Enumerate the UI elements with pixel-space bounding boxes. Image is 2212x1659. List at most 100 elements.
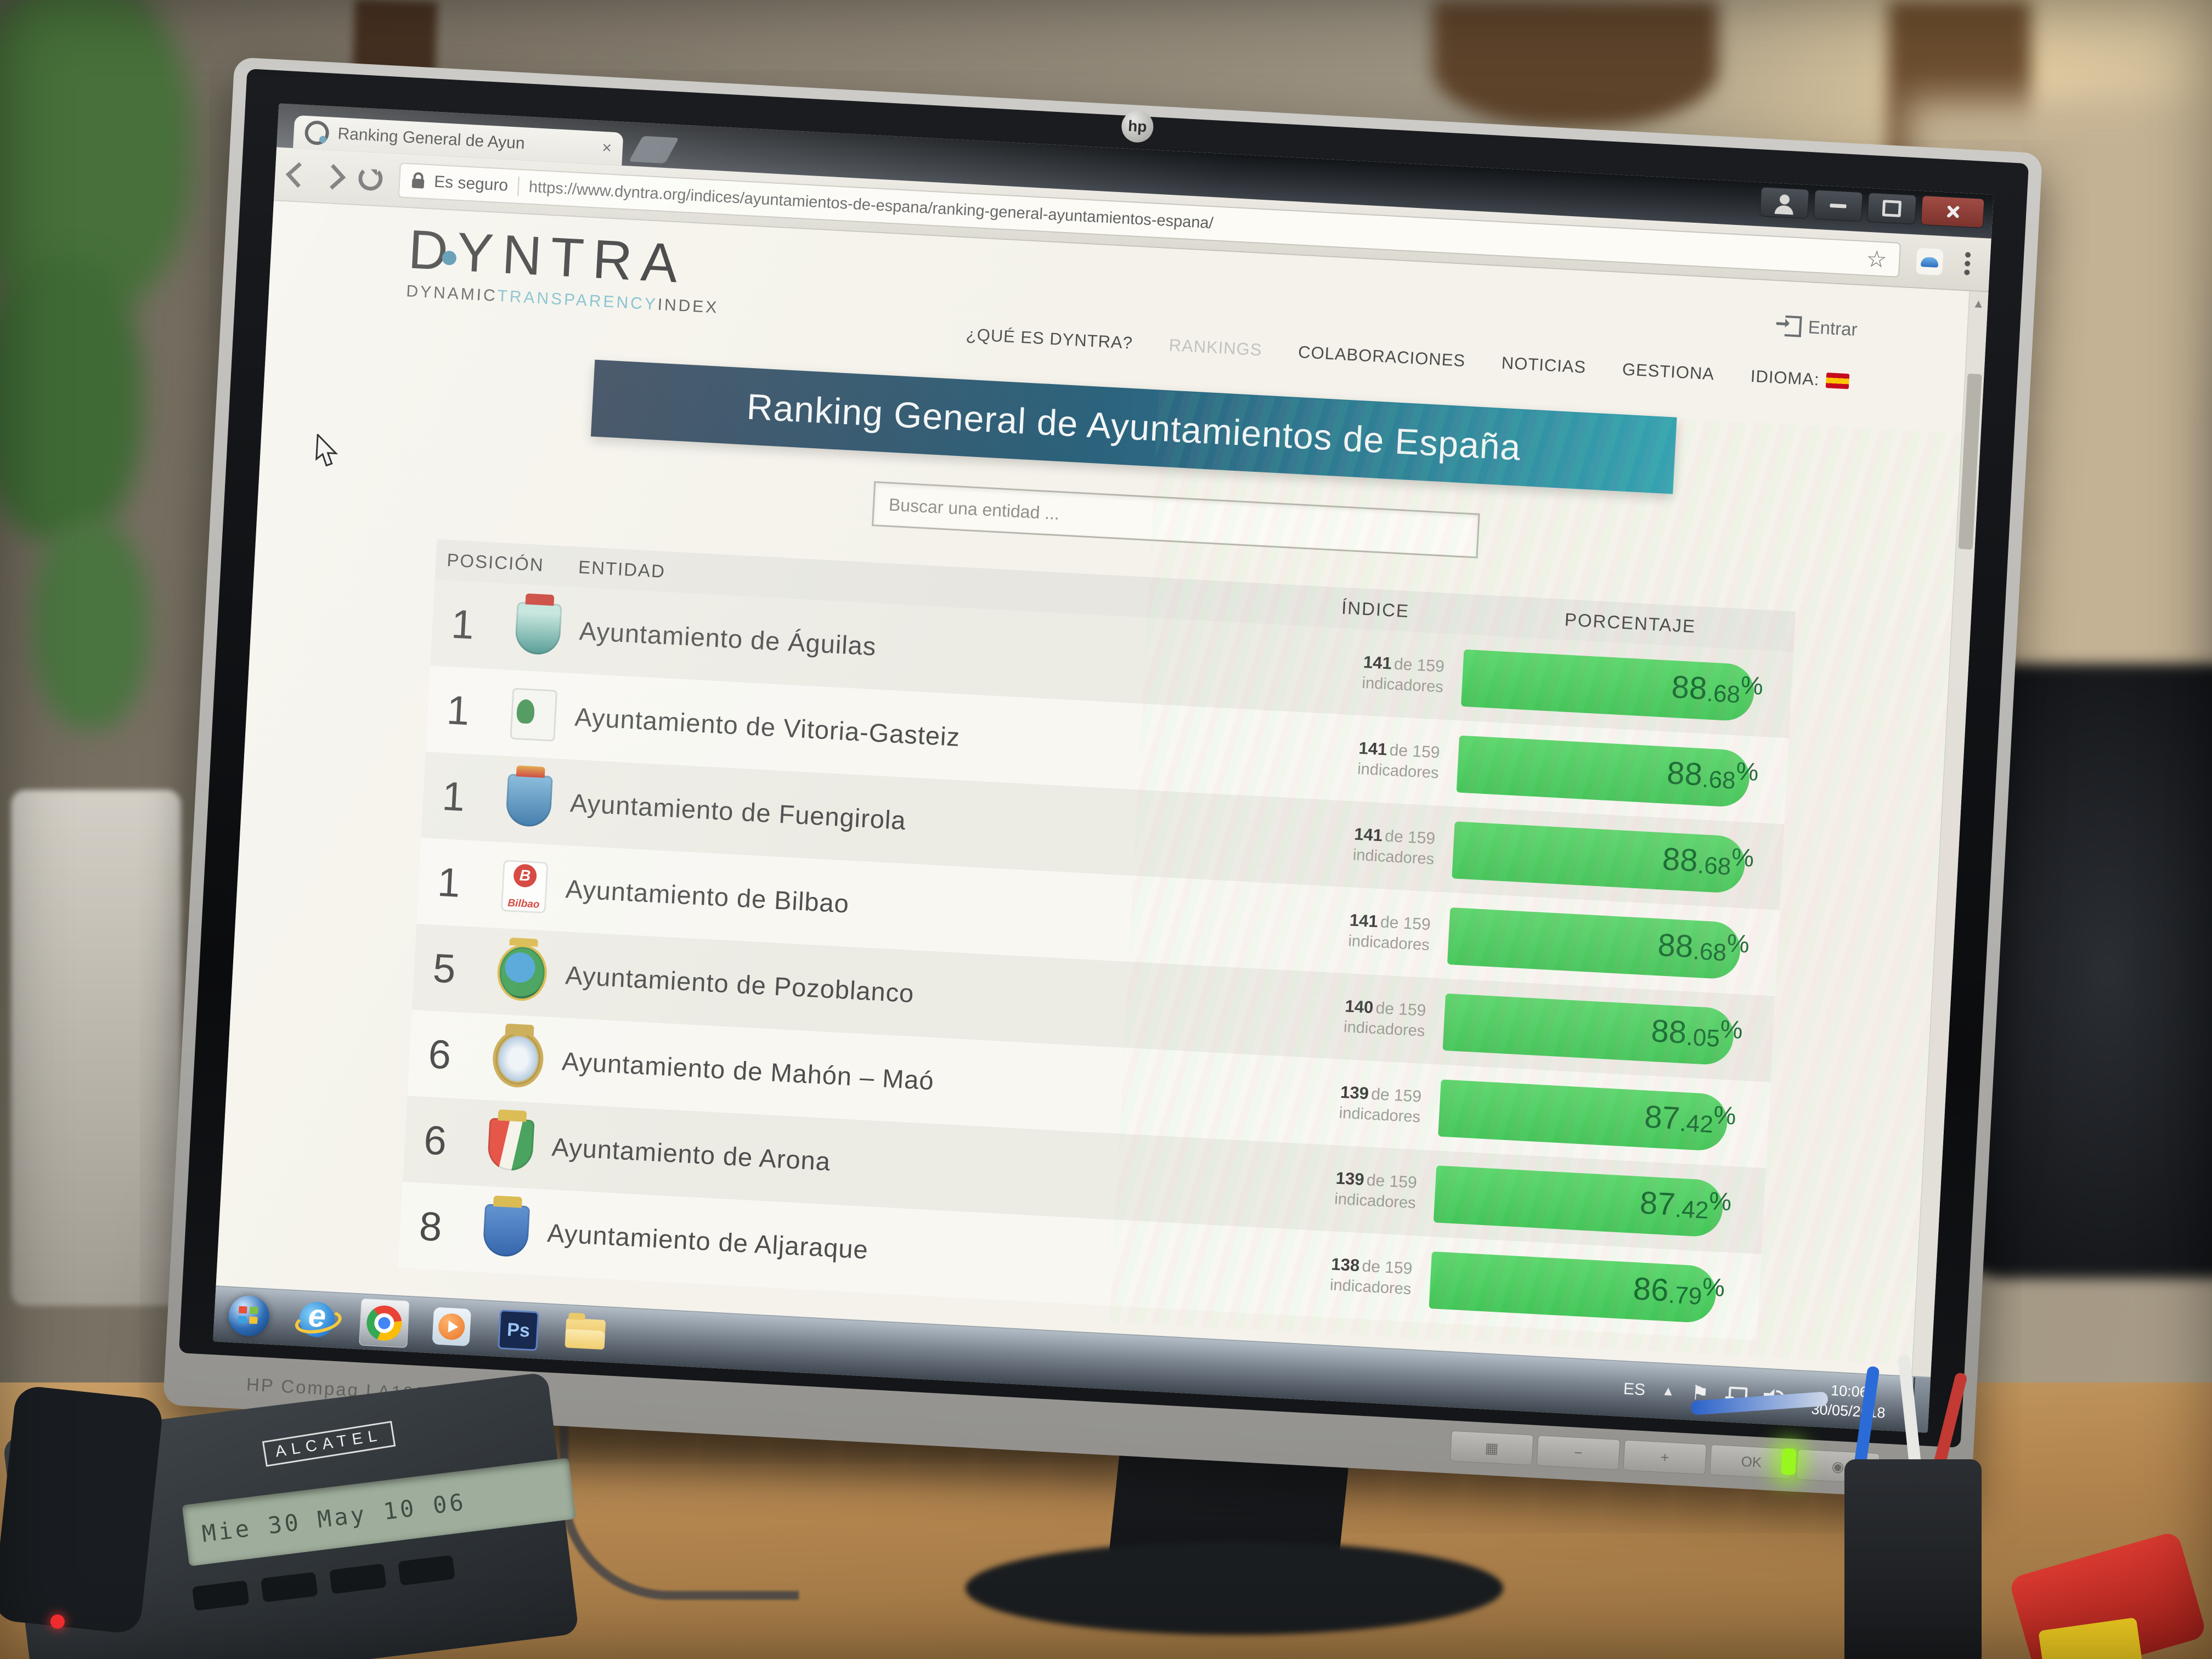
window-controls — [1759, 187, 1985, 228]
minimize-button[interactable] — [1813, 189, 1863, 222]
nav-que-es-dyntra[interactable]: ¿QUÉ ES DYNTRA? — [965, 324, 1133, 353]
percentage-bar: 87.42% — [1438, 1079, 1737, 1152]
profile-button[interactable] — [1759, 187, 1810, 219]
internet-explorer-icon — [298, 1301, 336, 1338]
monitor-plus-button[interactable]: + — [1623, 1440, 1707, 1475]
nav-gestiona[interactable]: GESTIONA — [1622, 359, 1715, 384]
extension-cloud-icon[interactable] — [1916, 247, 1944, 276]
power-led — [1781, 1448, 1797, 1475]
windows-flag-icon — [238, 1306, 247, 1314]
entity-name[interactable]: Ayuntamiento de Aljaraque — [546, 1218, 870, 1265]
monitor-ok-button[interactable]: OK — [1709, 1444, 1793, 1480]
new-tab-button[interactable] — [628, 136, 679, 163]
indice-cell: 138 de 159 indicadores — [1329, 1254, 1413, 1299]
scrollbar-up-icon[interactable] — [1968, 291, 1988, 317]
search-input[interactable] — [873, 483, 1507, 558]
municipal-crest-icon — [491, 1029, 545, 1088]
entity-name[interactable]: Ayuntamiento de Bilbao — [565, 874, 850, 918]
monitor: hp HP Compaq LA1905wg ▦ − + OK ◉ Ranking… — [162, 57, 2043, 1502]
entity-name[interactable]: Ayuntamiento de Mahón – Maó — [561, 1046, 935, 1096]
indice-cell: 141 de 159 indicadores — [1352, 824, 1436, 868]
indice-cell: 141 de 159 indicadores — [1347, 910, 1431, 954]
tray-expand-icon[interactable] — [1661, 1384, 1675, 1400]
percentage-bar: 87.42% — [1433, 1165, 1733, 1238]
percentage-cell: 88.68% — [1460, 646, 1793, 727]
reload-icon[interactable] — [358, 166, 383, 191]
page-title-banner: Ranking General de Ayuntamientos de Espa… — [590, 359, 1677, 494]
percentage-cell: 88.05% — [1442, 990, 1774, 1071]
position-value: 6 — [427, 1031, 453, 1078]
back-icon[interactable] — [285, 162, 312, 188]
dyntra-logo[interactable]: DYNTRA DYNAMICTRANSPARENCYINDEX — [406, 218, 723, 317]
entity-search — [871, 481, 1507, 558]
mouse-cursor — [314, 432, 341, 472]
monitor-minus-button[interactable]: − — [1536, 1435, 1621, 1470]
percentage-cell: 88.68% — [1447, 904, 1779, 985]
photoshop-button[interactable]: Ps — [494, 1306, 543, 1355]
municipal-crest-icon — [496, 943, 549, 1002]
url-separator — [517, 176, 520, 196]
internet-explorer-button[interactable] — [292, 1295, 341, 1344]
desk-phone: ALCATEL Mie 30 May 10 06 — [0, 1372, 579, 1659]
photoshop-icon: Ps — [498, 1309, 539, 1351]
position-value: 5 — [432, 945, 457, 992]
nav-idioma[interactable]: IDIOMA: — [1750, 366, 1850, 392]
tab-close-icon[interactable]: × — [601, 138, 612, 157]
browser-menu-icon[interactable] — [1964, 261, 1971, 267]
percentage-cell: 88.68% — [1456, 732, 1788, 813]
municipal-crest-icon — [514, 601, 562, 656]
percentage-cell: 88.68% — [1452, 818, 1784, 899]
spain-flag-icon — [1825, 373, 1850, 390]
pen-cup — [1844, 1459, 1982, 1659]
position-value: 1 — [450, 601, 476, 648]
page-title: Ranking General de Ayuntamientos de Espa… — [746, 386, 1522, 468]
bookmark-star-icon[interactable] — [1866, 245, 1888, 273]
header-porcentaje: PORCENTAJE — [1564, 609, 1697, 637]
monitor-stand-base — [966, 1542, 1503, 1635]
dyntra-favicon-icon — [304, 120, 330, 146]
chrome-icon — [365, 1305, 403, 1342]
login-icon — [1784, 315, 1802, 337]
start-button[interactable] — [227, 1294, 270, 1338]
indice-cell: 141 de 159 indicadores — [1357, 738, 1441, 782]
percentage-bar: 88.68% — [1456, 735, 1759, 808]
tab-title: Ranking General de Ayun — [337, 125, 526, 153]
header-posicion: POSICIÓN — [446, 549, 545, 575]
indice-cell: 139 de 159 indicadores — [1334, 1168, 1418, 1212]
maximize-button[interactable] — [1866, 192, 1917, 225]
ranking-table: POSICIÓN ENTIDAD ÍNDICE PORCENTAJE 1 Ayu… — [398, 539, 1796, 1340]
close-button[interactable] — [1920, 195, 1985, 228]
municipal-crest-icon — [482, 1203, 531, 1257]
municipal-crest-icon: B Bilbao — [500, 859, 549, 913]
phone-handset — [0, 1384, 164, 1635]
municipal-crest-icon — [510, 687, 558, 742]
nav-noticias[interactable]: NOTICIAS — [1501, 353, 1587, 377]
nav-rankings[interactable]: RANKINGS — [1168, 335, 1263, 360]
percentage-bar: 88.05% — [1442, 993, 1743, 1066]
language-indicator[interactable]: ES — [1623, 1380, 1646, 1400]
nav-colaboraciones[interactable]: COLABORACIONES — [1297, 342, 1466, 371]
media-player-button[interactable] — [427, 1302, 476, 1351]
login-link[interactable]: Entrar — [1784, 315, 1858, 340]
forward-icon[interactable] — [320, 163, 346, 190]
explorer-button[interactable] — [561, 1310, 610, 1358]
entity-name[interactable]: Ayuntamiento de Vitoria-Gasteiz — [574, 702, 961, 752]
percentage-cell: 87.42% — [1433, 1162, 1765, 1243]
entity-name[interactable]: Ayuntamiento de Pozoblanco — [565, 960, 915, 1008]
person-icon — [1778, 203, 1791, 211]
monitor-menu-button[interactable]: ▦ — [1449, 1430, 1534, 1466]
position-value: 1 — [436, 859, 462, 906]
percentage-cell: 87.42% — [1438, 1076, 1770, 1157]
position-value: 8 — [418, 1203, 443, 1250]
entity-name[interactable]: Ayuntamiento de Arona — [551, 1132, 832, 1176]
entity-name[interactable]: Ayuntamiento de Águilas — [578, 616, 877, 661]
header-indice: ÍNDICE — [1341, 597, 1410, 622]
percentage-cell: 86.79% — [1429, 1248, 1760, 1329]
lock-icon — [411, 178, 425, 189]
entity-name[interactable]: Ayuntamiento de Fuengirola — [569, 788, 907, 835]
minimize-icon — [1830, 203, 1847, 208]
indice-cell: 139 de 159 indicadores — [1339, 1082, 1422, 1126]
chrome-button[interactable] — [359, 1298, 410, 1348]
media-player-icon — [432, 1307, 471, 1347]
